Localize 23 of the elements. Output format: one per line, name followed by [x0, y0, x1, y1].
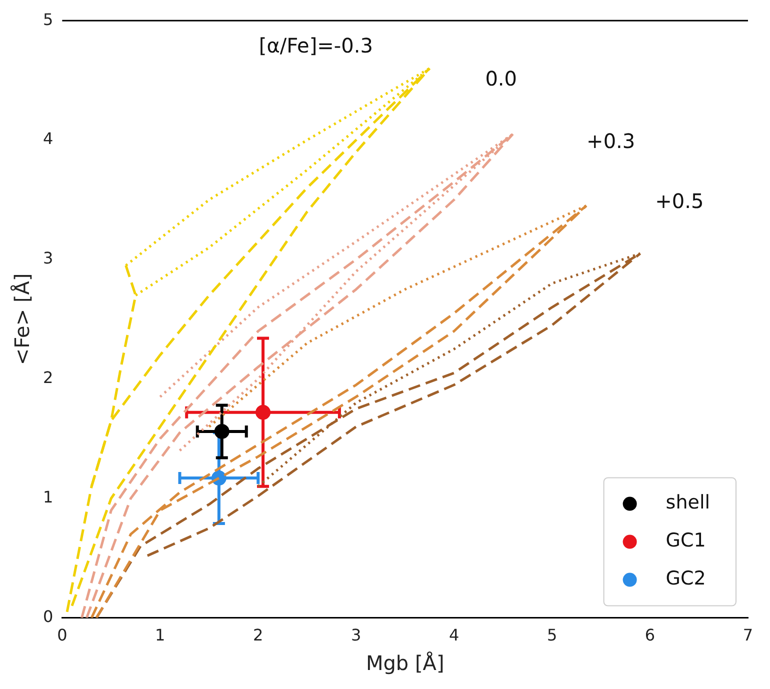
- y-tick-label: 4: [42, 129, 54, 148]
- x-axis-title: Mgb [Å]: [366, 651, 444, 676]
- x-tick-label: 5: [546, 626, 558, 645]
- x-tick-label: 3: [351, 626, 362, 645]
- y-tick-label: 2: [42, 368, 54, 388]
- annotation: +0.3: [586, 129, 636, 154]
- x-tick-label: 1: [155, 626, 166, 645]
- y-tick-label: 1: [42, 488, 54, 507]
- legend-label: GC2: [666, 568, 706, 590]
- y-tick-label: 0: [42, 606, 54, 626]
- x-tick-label: 2: [253, 626, 264, 645]
- legend-label: GC1: [666, 530, 706, 552]
- y-tick-label: 3: [42, 248, 54, 268]
- y-tick-label: 5: [42, 10, 54, 29]
- legend-label: shell: [666, 492, 710, 514]
- x-tick-label: 7: [742, 626, 754, 645]
- x-tick-label: 4: [448, 626, 460, 645]
- x-tick-label: 0: [57, 626, 68, 645]
- y-axis-title: <Fe> [Å]: [10, 273, 34, 366]
- annotation: 0.0: [485, 66, 518, 91]
- annotation: +0.5: [655, 188, 704, 213]
- x-tick-label: 6: [644, 626, 656, 645]
- annotation: [α/Fe]=-0.3: [258, 34, 373, 58]
